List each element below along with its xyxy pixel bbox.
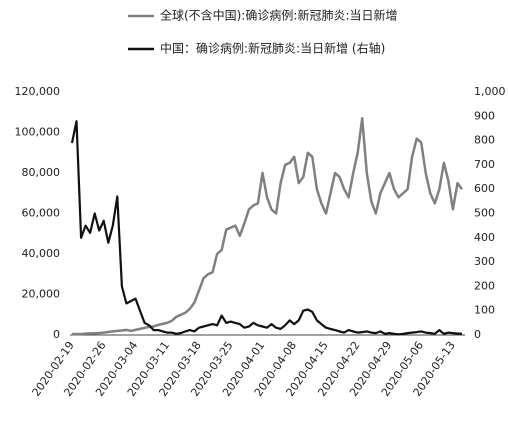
y-tick-label: 0 (53, 328, 60, 341)
y-tick-label: 120,000 (15, 85, 61, 98)
y2-tick-label: 300 (474, 255, 495, 268)
y-tick-label: 80,000 (22, 166, 61, 179)
y-tick-label: 40,000 (22, 247, 61, 260)
series-line (70, 120, 463, 336)
y-tick-label: 20,000 (22, 288, 61, 301)
y2-tick-label: 600 (474, 182, 495, 195)
y2-tick-label: 700 (474, 158, 495, 171)
y2-tick-label: 400 (474, 231, 495, 244)
y2-tick-label: 0 (474, 328, 481, 341)
y-tick-label: 60,000 (22, 207, 61, 220)
series-line (72, 117, 464, 336)
y2-tick-label: 1,000 (474, 85, 506, 98)
legend-label: 中国：确诊病例:新冠肺炎:当日新增 (右轴) (160, 41, 385, 56)
y2-tick-label: 500 (474, 207, 495, 220)
y2-tick-label: 100 (474, 304, 495, 317)
legend-label: 全球(不含中国):确诊病例:新冠肺炎:当日新增 (160, 8, 398, 23)
y-tick-label: 100,000 (15, 126, 61, 139)
y2-tick-label: 800 (474, 134, 495, 147)
y2-tick-label: 200 (474, 279, 495, 292)
y2-tick-label: 900 (474, 109, 495, 122)
